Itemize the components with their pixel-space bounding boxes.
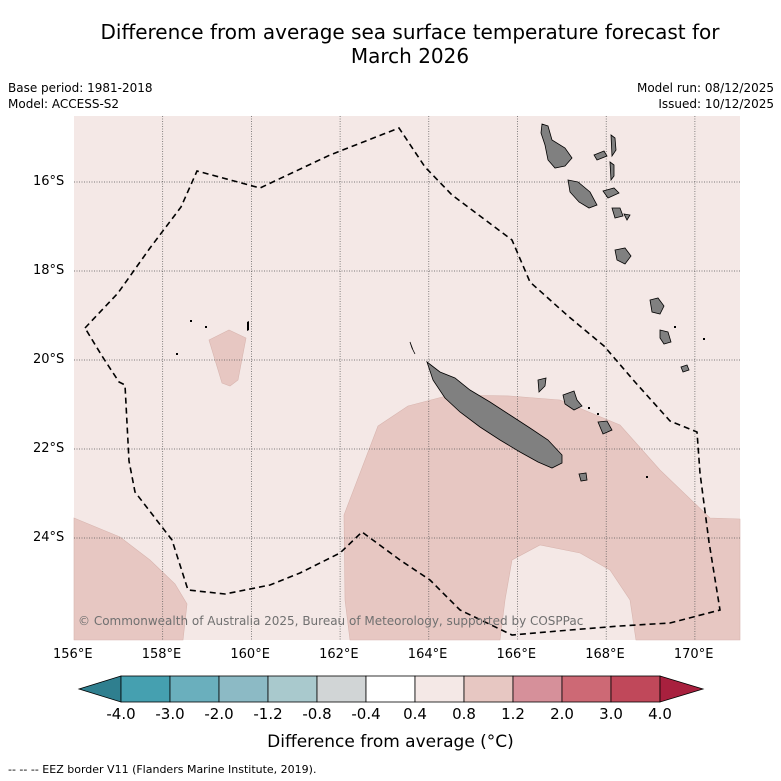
land-isle-of-pines [578,472,588,482]
land-ambrym [602,187,620,199]
colorbar-tick-label: -0.8 [302,705,332,723]
land-ouvea [537,377,547,393]
colorbar-segment [561,675,612,703]
lon-tick-label: 170°E [673,647,714,662]
land-mare [597,420,613,435]
colorbar-segment [365,675,416,703]
model-name: Model: ACCESS-S2 [8,97,120,111]
colorbar-segment [267,675,318,703]
land-maewo [610,134,617,158]
colorbar-segment [316,675,367,703]
colorbar-tick-label: 1.2 [501,705,525,723]
chart-title-line2: March 2026 [350,44,470,68]
lon-tick-label: 168°E [585,647,625,662]
lat-tick-label: 22°S [33,441,65,456]
eez-footnote: -- -- -- EEZ border V11 (Flanders Marine… [8,763,317,776]
colorbar-tick-label: 2.0 [550,705,574,723]
lon-tick-label: 158°E [141,647,182,662]
lon-tick-label: 160°E [230,647,270,662]
land-belep [409,341,416,355]
land-shepherd [623,213,631,221]
colorbar-tick-label: -4.0 [106,705,136,723]
lon-tick-label: 164°E [407,647,448,662]
colorbar-segment [120,675,171,703]
anomaly-area-southwest [73,517,188,641]
colorbar-tick-label: 4.0 [648,705,672,723]
lon-tick-label: 166°E [496,647,537,662]
map-gridlines [74,116,740,640]
colorbar [77,675,705,703]
colorbar-tick-label: 0.8 [452,705,476,723]
anomaly-area-west-islet [208,329,247,387]
lon-tick-label: 156°E [53,647,93,662]
colorbar-segment [610,675,661,703]
colorbar-extend-low [77,675,122,703]
colorbar-segment [414,675,465,703]
land-malekula [567,179,598,209]
colorbar-segment [512,675,563,703]
land-epi [611,207,624,219]
colorbar-title: Difference from average (°C) [267,732,514,752]
colorbar-tick-label: -1.2 [253,705,283,723]
land-efate [614,247,632,265]
lat-tick-label: 24°S [33,530,65,545]
lat-tick-label: 18°S [33,263,65,278]
eez-border [84,127,721,636]
issued-date: Issued: 10/12/2025 [658,97,774,111]
colorbar-segment [463,675,514,703]
colorbar-tick-label: 3.0 [599,705,623,723]
land-lifou [562,390,583,411]
lat-tick-label: 16°S [33,174,65,189]
copyright-notice: © Commonwealth of Australia 2025, Bureau… [78,614,584,628]
land-aneityum [680,364,690,373]
land-tanna [659,329,672,345]
colorbar-tick-label: -0.4 [351,705,381,723]
land-erromango [649,297,665,315]
land-pentecost [609,161,615,182]
land-espiritu-santo [540,123,573,169]
land-ambae [593,150,608,161]
colorbar-segment [218,675,269,703]
land-new-caledonia [426,360,563,469]
colorbar-tick-label: -2.0 [204,705,234,723]
lat-tick-label: 20°S [33,352,65,367]
colorbar-tick-label: -3.0 [155,705,185,723]
colorbar-tick-label: 0.4 [403,705,427,723]
chart-title-line1: Difference from average sea surface temp… [100,20,720,44]
base-period: Base period: 1981-2018 [8,81,153,95]
colorbar-segment [169,675,220,703]
model-run: Model run: 08/12/2025 [636,81,774,95]
land-masses [409,123,690,482]
anomaly-area-southeast [343,394,741,641]
small-islets [176,320,705,478]
lon-tick-label: 162°E [319,647,359,662]
colorbar-extend-high [659,675,705,703]
